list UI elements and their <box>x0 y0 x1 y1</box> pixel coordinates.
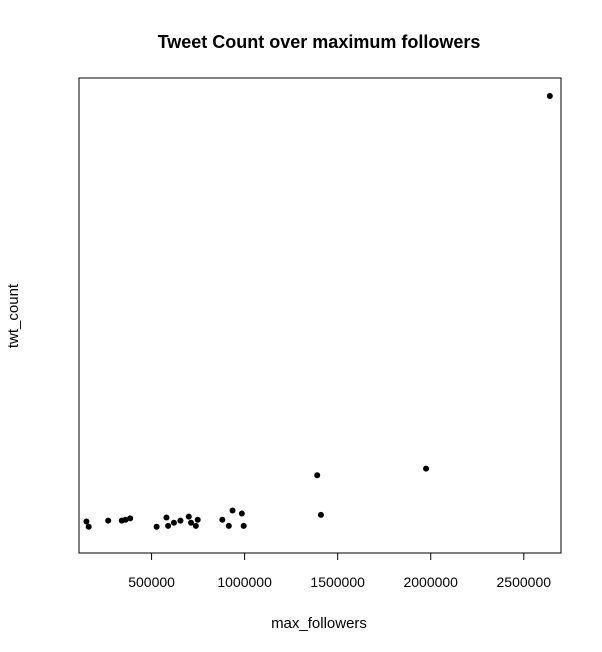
data-point <box>219 516 226 523</box>
data-point <box>225 522 232 529</box>
data-point <box>153 523 160 530</box>
data-point <box>192 522 199 529</box>
data-point <box>127 515 134 522</box>
data-point <box>105 517 112 524</box>
plot-frame <box>78 77 562 554</box>
x-tick-label: 1500000 <box>310 574 365 590</box>
x-axis-label: max_followers <box>271 615 367 632</box>
data-point <box>229 507 236 514</box>
data-point <box>170 519 177 526</box>
chart-title: Tweet Count over maximum followers <box>158 32 481 52</box>
y-axis-label: twt_count <box>5 283 22 348</box>
x-tick-label: 2500000 <box>497 574 552 590</box>
data-point <box>188 519 195 526</box>
data-point <box>423 465 430 472</box>
x-tick-label: 500000 <box>128 574 175 590</box>
data-point <box>546 93 553 99</box>
data-point <box>194 516 201 523</box>
data-point <box>314 472 321 479</box>
data-point <box>185 513 192 520</box>
data-point <box>177 517 184 524</box>
x-tick-label: 2000000 <box>403 574 458 590</box>
x-axis: 500000 1000000 1500000 2000000 2500000 <box>128 552 552 590</box>
data-point <box>317 511 324 518</box>
data-point <box>240 522 247 529</box>
data-point <box>165 522 172 529</box>
data-point <box>163 514 170 521</box>
data-points <box>83 93 553 530</box>
x-tick-label: 1000000 <box>217 574 272 590</box>
data-point <box>238 510 245 517</box>
data-point <box>122 516 129 523</box>
data-point <box>85 523 92 530</box>
data-point <box>83 518 90 525</box>
